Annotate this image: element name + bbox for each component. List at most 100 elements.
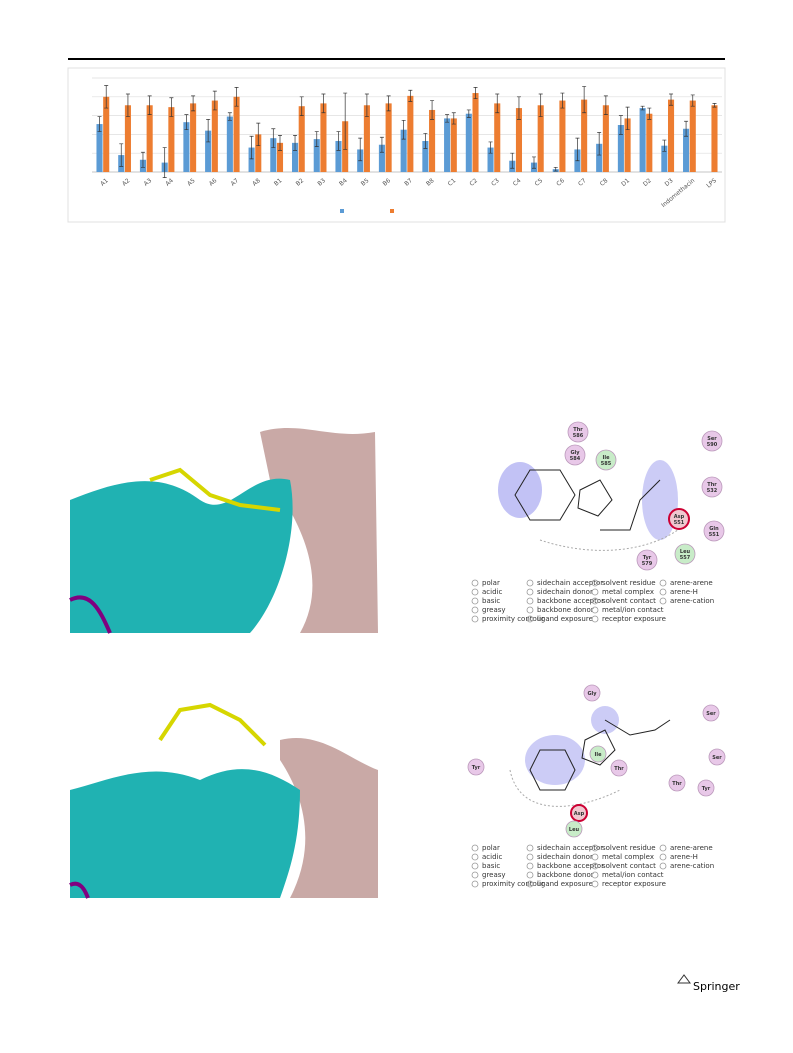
residue [570, 804, 588, 822]
legend-icon [591, 880, 599, 888]
legend-icon [659, 588, 667, 596]
legend-label: sidechain donor [537, 853, 593, 861]
chart-frame [67, 67, 726, 223]
x-tick-label: B7 [403, 177, 414, 188]
bar [291, 142, 299, 172]
residue [674, 543, 696, 565]
bar [276, 142, 284, 172]
bar [233, 96, 240, 172]
residue [701, 430, 723, 452]
error-bar [516, 96, 521, 120]
bar [124, 105, 131, 172]
residue [702, 704, 720, 722]
legend-icon [591, 871, 599, 879]
legend-icon [526, 844, 534, 852]
residue-number: 532 [707, 488, 718, 494]
error-bar [553, 166, 558, 172]
residue-name: Asp [574, 811, 585, 817]
error-bar [684, 120, 689, 137]
bar [211, 100, 218, 172]
bar [429, 109, 436, 172]
legend-label: arene-cation [670, 862, 714, 870]
residue-name: Tyr [472, 765, 481, 771]
error-bar [488, 141, 493, 154]
error-bar [140, 151, 145, 168]
legend-label: ligand exposure [537, 615, 593, 623]
error-bar [669, 93, 674, 106]
error-bar [184, 114, 189, 131]
error-bar [531, 156, 536, 169]
interaction-diagram-2 [509, 706, 671, 807]
legend-label: backbone acceptor [537, 862, 604, 870]
bar [226, 116, 233, 172]
legend-icon [659, 597, 667, 605]
bar [335, 140, 342, 172]
bar [146, 105, 153, 172]
bar [472, 93, 479, 172]
bar [559, 100, 566, 172]
x-tick-label: C8 [599, 177, 610, 188]
error-bar [603, 95, 608, 116]
bar [378, 144, 385, 172]
error-bar [293, 134, 298, 151]
residue [636, 549, 658, 571]
legend-label: arene-H [670, 853, 698, 861]
bar [183, 122, 190, 172]
residue [565, 820, 583, 838]
error-bar [278, 134, 283, 151]
legend-label: backbone acceptor [537, 597, 604, 605]
bar [400, 129, 407, 172]
legend-label: greasy [482, 606, 506, 614]
x-tick-label: B5 [360, 177, 371, 188]
legend-icon [471, 588, 479, 596]
legend-icon [591, 853, 599, 861]
bar [624, 118, 631, 172]
residue-number: 586 [573, 433, 584, 439]
residue [564, 444, 586, 466]
error-bar [466, 109, 471, 118]
legend-icon [471, 579, 479, 587]
legend-label: receptor exposure [602, 615, 666, 623]
error-bar [271, 128, 276, 148]
bar [537, 105, 544, 172]
residue-number: 585 [601, 461, 612, 467]
legend-icon [591, 579, 599, 587]
x-tick-label: C2 [468, 177, 479, 188]
error-bar [249, 135, 254, 160]
bar [313, 139, 320, 172]
error-bar [625, 106, 630, 131]
bar [689, 100, 696, 172]
error-bar [256, 122, 261, 147]
error-bar [423, 133, 428, 149]
legend-label: proximity contour [482, 615, 544, 623]
legend-icon [471, 853, 479, 861]
legend-label: acidic [482, 588, 502, 596]
residue-number: 584 [570, 456, 581, 462]
residue-name: Ser [706, 711, 716, 717]
residue-name: Thr [707, 482, 717, 488]
bar [602, 105, 609, 172]
x-tick-label: C7 [577, 177, 588, 188]
error-bar [618, 115, 623, 135]
legend-label: backbone donor [537, 606, 594, 614]
legend-icon [591, 862, 599, 870]
error-bar [495, 93, 500, 114]
bar [661, 145, 668, 172]
legend-icon [471, 862, 479, 870]
legend-label: arene-arene [670, 579, 713, 587]
legend-label: backbone donor [537, 871, 594, 879]
residue-name: Thr [672, 781, 682, 787]
residue-name: Asp [674, 514, 685, 520]
error-bar [510, 152, 515, 169]
bar [407, 95, 414, 172]
legend-label: arene-cation [670, 597, 714, 605]
x-tick-label: B2 [295, 177, 306, 188]
residue-name: Tyr [643, 555, 652, 561]
error-bar [597, 132, 602, 156]
bar [639, 108, 646, 172]
error-bar [582, 86, 587, 114]
error-bar [408, 89, 413, 102]
legend-label: metal complex [602, 853, 654, 861]
error-bar [299, 96, 304, 116]
residue-name: Thr [614, 766, 624, 772]
